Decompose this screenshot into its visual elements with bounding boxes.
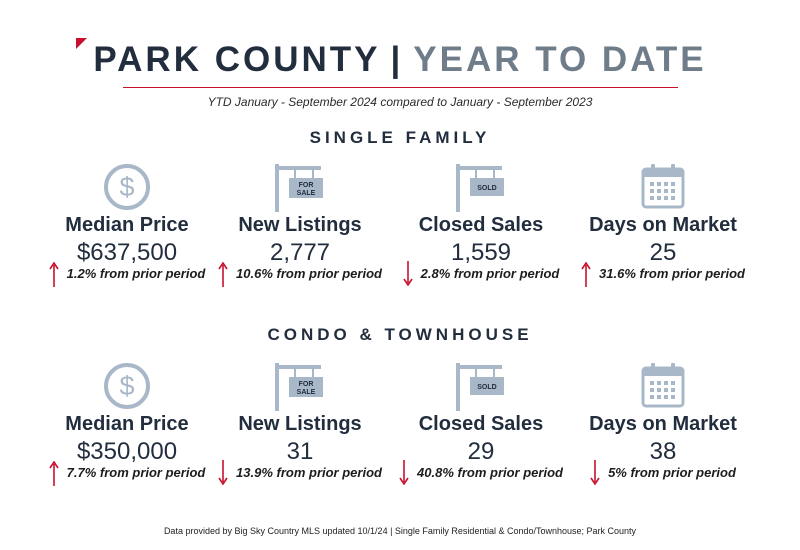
page-title: PARK COUNTY | YEAR TO DATE [0,38,800,82]
stat-card-new-listings: FOR SALE New Listings 31 13.9% from prior pe… [205,361,395,486]
stat-change-text: 7.7% from prior period [66,465,206,480]
stat-change-text: 13.9% from prior period [236,465,382,480]
stat-change-text: 5% from prior period [608,465,736,480]
stat-value: 38 [649,438,677,465]
svg-text:SALE: SALE [297,190,316,197]
calendar-icon [568,162,758,212]
arrow-up-icon [581,261,591,293]
stat-card-closed-sales: SOLD Closed Sales 29 40.8% from prior perio… [386,361,576,486]
svg-text:SOLD: SOLD [477,384,496,391]
stat-label: Closed Sales [418,413,544,435]
stat-change: 1.2% from prior period [32,258,222,288]
stat-value: 29 [467,438,495,465]
sold-sign-icon: SOLD [386,162,576,212]
stat-card-days-on-market: Days on Market 25 31.6% from prior period [568,162,758,287]
stat-card-median-price: $ Median Price $637,500 1.2% from prior per… [32,162,222,287]
corner-mark [76,38,87,49]
dollar-icon: $ [32,162,222,212]
title-county: PARK COUNTY [93,40,381,79]
stat-label: Median Price [65,413,189,435]
svg-text:$: $ [119,172,134,202]
stat-change-text: 2.8% from prior period [420,266,560,281]
dollar-icon: $ [32,361,222,411]
sold-sign-icon: SOLD [386,361,576,411]
stat-card-days-on-market: Days on Market 38 5% from prior period [568,361,758,486]
stat-label: Days on Market [589,214,737,236]
section-title-condo-townhouse: CONDO & TOWNHOUSE [267,325,533,344]
stat-value: 31 [286,438,314,465]
svg-text:SOLD: SOLD [477,185,496,192]
svg-text:$: $ [119,371,134,401]
stat-change: 10.6% from prior period [205,258,395,288]
for-sale-sign-icon: FOR SALE [205,361,395,411]
svg-text:SALE: SALE [297,389,316,396]
arrow-down-icon [590,459,600,490]
stat-change: 40.8% from prior period [386,457,576,487]
stat-value: $350,000 [76,438,178,465]
stat-value: 25 [649,239,677,266]
page-subtitle: YTD January - September 2024 compared to… [207,95,593,109]
stat-value: $637,500 [76,239,178,266]
stat-card-closed-sales: SOLD Closed Sales 1,559 2.8% from prior per… [386,162,576,287]
arrow-up-icon [218,261,228,293]
section-title-single-family: SINGLE FAMILY [309,128,491,147]
stat-change: 7.7% from prior period [32,457,222,487]
arrow-up-icon [48,261,59,293]
for-sale-sign-icon: FOR SALE [205,162,395,212]
arrow-down-icon [399,459,409,490]
arrow-up-icon [48,460,59,492]
arrow-down-icon [402,260,413,291]
stat-change-text: 40.8% from prior period [417,465,563,480]
stat-change: 31.6% from prior period [568,258,758,288]
stat-change-text: 31.6% from prior period [599,266,745,281]
stat-card-median-price: $ Median Price $350,000 7.7% from prior per… [32,361,222,486]
stat-label: New Listings [238,413,362,435]
stat-card-new-listings: FOR SALE New Listings 2,777 10.6% from prior… [205,162,395,287]
stat-label: Median Price [65,214,189,236]
title-period: YEAR TO DATE [413,40,707,79]
title-rule [123,87,678,88]
calendar-icon [568,361,758,411]
arrow-down-icon [218,459,228,490]
stat-value: 2,777 [269,239,331,266]
stat-change: 5% from prior period [568,457,758,487]
stat-label: Days on Market [589,413,737,435]
stat-change: 2.8% from prior period [386,258,576,288]
svg-text:FOR: FOR [299,182,314,189]
stat-value: 1,559 [450,239,512,266]
stat-change-text: 10.6% from prior period [236,266,382,281]
page-header: PARK COUNTY | YEAR TO DATE [0,38,800,82]
title-separator: | [390,40,404,79]
svg-text:FOR: FOR [299,381,314,388]
stat-change: 13.9% from prior period [205,457,395,487]
stat-label: Closed Sales [418,214,544,236]
stat-label: New Listings [238,214,362,236]
stats-grid-single-family: $ Median Price $637,500 1.2% from prior per… [0,162,800,312]
stats-grid-condo-townhouse: $ Median Price $350,000 7.7% from prior per… [0,361,800,511]
stat-change-text: 1.2% from prior period [66,266,206,281]
footer-note: Data provided by Big Sky Country MLS upd… [163,526,637,536]
